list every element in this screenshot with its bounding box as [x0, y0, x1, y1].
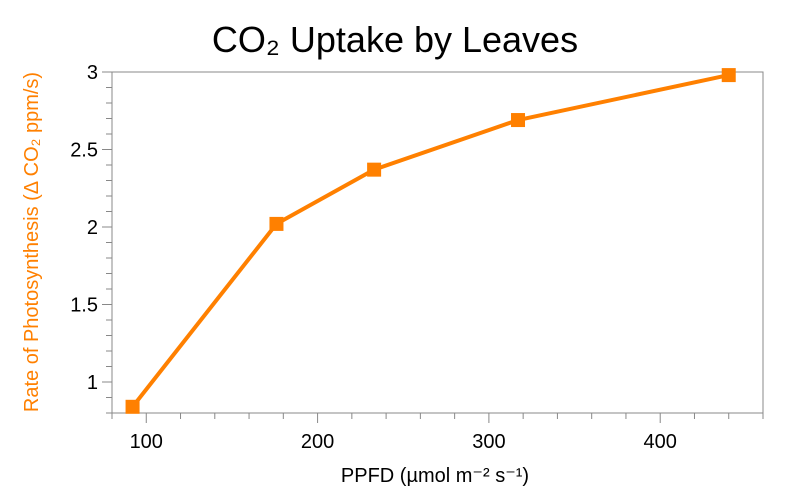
- data-point: [721, 68, 736, 83]
- chart-title: CO₂ Uptake by Leaves: [212, 19, 578, 60]
- axes-frame: [111, 71, 764, 414]
- y-axis-label: Rate of Photosynthesis (Δ CO₂ ppm/s): [21, 72, 43, 412]
- data-point: [269, 216, 284, 231]
- y-tick-label: 1.5: [70, 295, 98, 317]
- x-tick-label: 100: [130, 431, 163, 453]
- x-tick-label: 300: [472, 431, 505, 453]
- data-point: [125, 399, 140, 414]
- y-tick-label: 1: [87, 372, 98, 394]
- data-point: [511, 113, 526, 128]
- series-line: [130, 73, 730, 409]
- data-point: [367, 162, 382, 177]
- plot-frame: [111, 71, 764, 414]
- series-layer: [125, 68, 736, 414]
- x-axis: 100 200 300 400: [111, 413, 764, 453]
- x-tick-label: 400: [644, 431, 677, 453]
- y-tick-label: 2.5: [70, 140, 98, 162]
- y-tick-label: 3: [87, 62, 98, 84]
- x-tick-label: 200: [301, 431, 334, 453]
- y-tick-label: 2: [87, 217, 98, 239]
- x-axis-label: PPFD (µmol m⁻² s⁻¹): [341, 465, 529, 487]
- y-axis: 1 1.5 2 2.5 3: [70, 62, 112, 414]
